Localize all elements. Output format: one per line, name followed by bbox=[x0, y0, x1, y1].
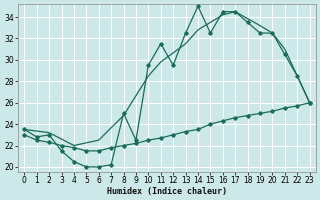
X-axis label: Humidex (Indice chaleur): Humidex (Indice chaleur) bbox=[107, 187, 227, 196]
